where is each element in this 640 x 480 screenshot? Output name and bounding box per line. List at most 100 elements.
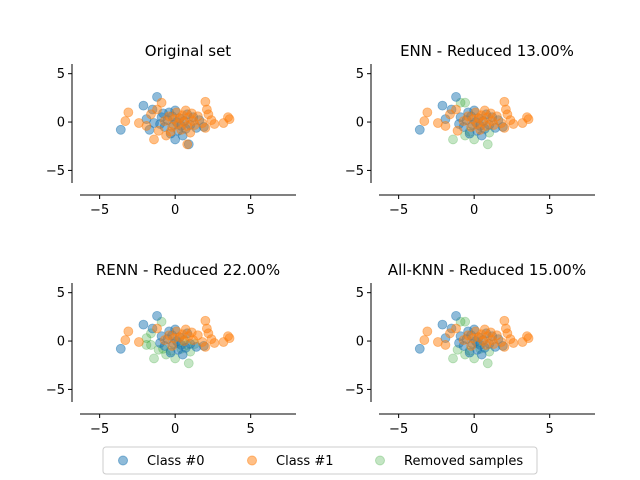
point-class1	[422, 326, 433, 337]
subplot-title: ENN - Reduced 13.00%	[400, 42, 574, 60]
subplot-3: RENN - Reduced 22.00% −5 0 5 −5 0 5	[46, 261, 296, 437]
point-removed	[460, 97, 471, 108]
subplot-4: All-KNN - Reduced 15.00% −5 0 5 −5 0 5	[345, 261, 595, 437]
point-class0	[451, 91, 461, 102]
point-class1	[185, 127, 196, 138]
y-tick-label: 5	[57, 286, 65, 301]
legend-marker-class1	[247, 455, 257, 466]
point-class1	[200, 341, 211, 352]
y-tick-label: 0	[356, 116, 364, 131]
point-class1	[523, 114, 534, 125]
point-class1	[499, 122, 510, 133]
subplot-1: Original set −5 0 5 −5 0 5	[46, 42, 296, 218]
point-removed	[146, 340, 156, 350]
point-class1	[224, 114, 235, 125]
point-class1	[440, 340, 451, 350]
x-tick-label: 0	[171, 422, 179, 437]
x-tick-label: 0	[470, 422, 478, 437]
point-removed	[482, 358, 493, 369]
y-tick-label: 5	[57, 67, 65, 82]
point-class0	[138, 319, 149, 330]
point-class0	[115, 124, 126, 135]
legend-marker-removed	[375, 455, 385, 466]
point-class0	[437, 319, 448, 330]
point-class0	[152, 310, 162, 321]
point-class1	[419, 335, 430, 345]
point-class1	[156, 97, 167, 108]
x-tick-label: 0	[470, 203, 478, 218]
point-class0	[138, 100, 149, 111]
point-class1	[153, 125, 164, 136]
point-class1	[123, 326, 134, 337]
x-tick-label: 0	[171, 203, 179, 218]
point-class1	[440, 121, 451, 131]
point-class1	[120, 116, 131, 126]
point-class1	[224, 333, 235, 344]
x-tick-label: −5	[90, 203, 109, 218]
point-class1	[123, 107, 134, 118]
point-class1	[491, 330, 502, 341]
point-removed	[448, 353, 458, 364]
point-class1	[152, 104, 162, 115]
point-class1	[141, 121, 152, 131]
point-removed	[460, 316, 471, 327]
point-removed	[183, 358, 194, 369]
legend-label-class1: Class #1	[276, 454, 334, 469]
legend-frame	[102, 446, 538, 475]
point-class1	[523, 333, 534, 344]
subplot-title: All-KNN - Reduced 15.00%	[388, 261, 586, 279]
legend: Class #0 Class #1 Removed samples	[102, 446, 538, 475]
point-class0	[170, 134, 181, 145]
point-class0	[451, 310, 461, 321]
point-class0	[414, 343, 425, 354]
point-class1	[192, 111, 203, 122]
point-class1	[200, 122, 211, 133]
point-class1	[422, 107, 433, 118]
y-tick-label: −5	[345, 164, 364, 179]
y-tick-label: −5	[345, 383, 364, 398]
point-removed	[448, 134, 458, 145]
legend-marker-class0	[118, 455, 128, 466]
subplot-2: ENN - Reduced 13.00% −5 0 5 −5 0 5	[345, 42, 595, 218]
x-tick-label: −5	[389, 203, 408, 218]
point-class1	[192, 330, 203, 341]
point-class1	[149, 134, 159, 145]
y-tick-label: 0	[57, 116, 65, 131]
subplot-title: RENN - Reduced 22.00%	[96, 261, 280, 279]
point-class0	[414, 124, 425, 135]
y-tick-label: −5	[46, 164, 65, 179]
point-class0	[115, 343, 126, 354]
point-class1	[508, 338, 519, 348]
point-class1	[152, 323, 162, 334]
point-class1	[451, 104, 461, 115]
point-class1	[451, 323, 461, 334]
point-class1	[452, 125, 463, 136]
point-class1	[209, 338, 220, 348]
point-class1	[491, 111, 502, 122]
point-class0	[437, 100, 448, 111]
point-class1	[499, 341, 510, 352]
y-tick-label: 5	[356, 67, 364, 82]
y-tick-label: −5	[46, 383, 65, 398]
point-removed	[149, 353, 159, 364]
legend-label-class0: Class #0	[147, 454, 205, 469]
x-tick-label: 5	[247, 203, 255, 218]
point-class1	[209, 119, 220, 129]
x-tick-label: 5	[546, 422, 554, 437]
x-tick-label: −5	[90, 422, 109, 437]
x-tick-label: −5	[389, 422, 408, 437]
y-tick-label: 0	[57, 335, 65, 350]
point-class1	[419, 116, 430, 126]
point-class1	[120, 335, 131, 345]
point-class1	[165, 126, 176, 137]
x-tick-label: 5	[247, 422, 255, 437]
point-removed	[141, 333, 152, 344]
point-class1	[134, 337, 144, 347]
y-tick-label: 0	[356, 335, 364, 350]
subplot-title: Original set	[145, 42, 232, 60]
point-class1	[508, 119, 519, 129]
legend-label-removed: Removed samples	[404, 454, 523, 469]
point-class1	[182, 139, 193, 150]
